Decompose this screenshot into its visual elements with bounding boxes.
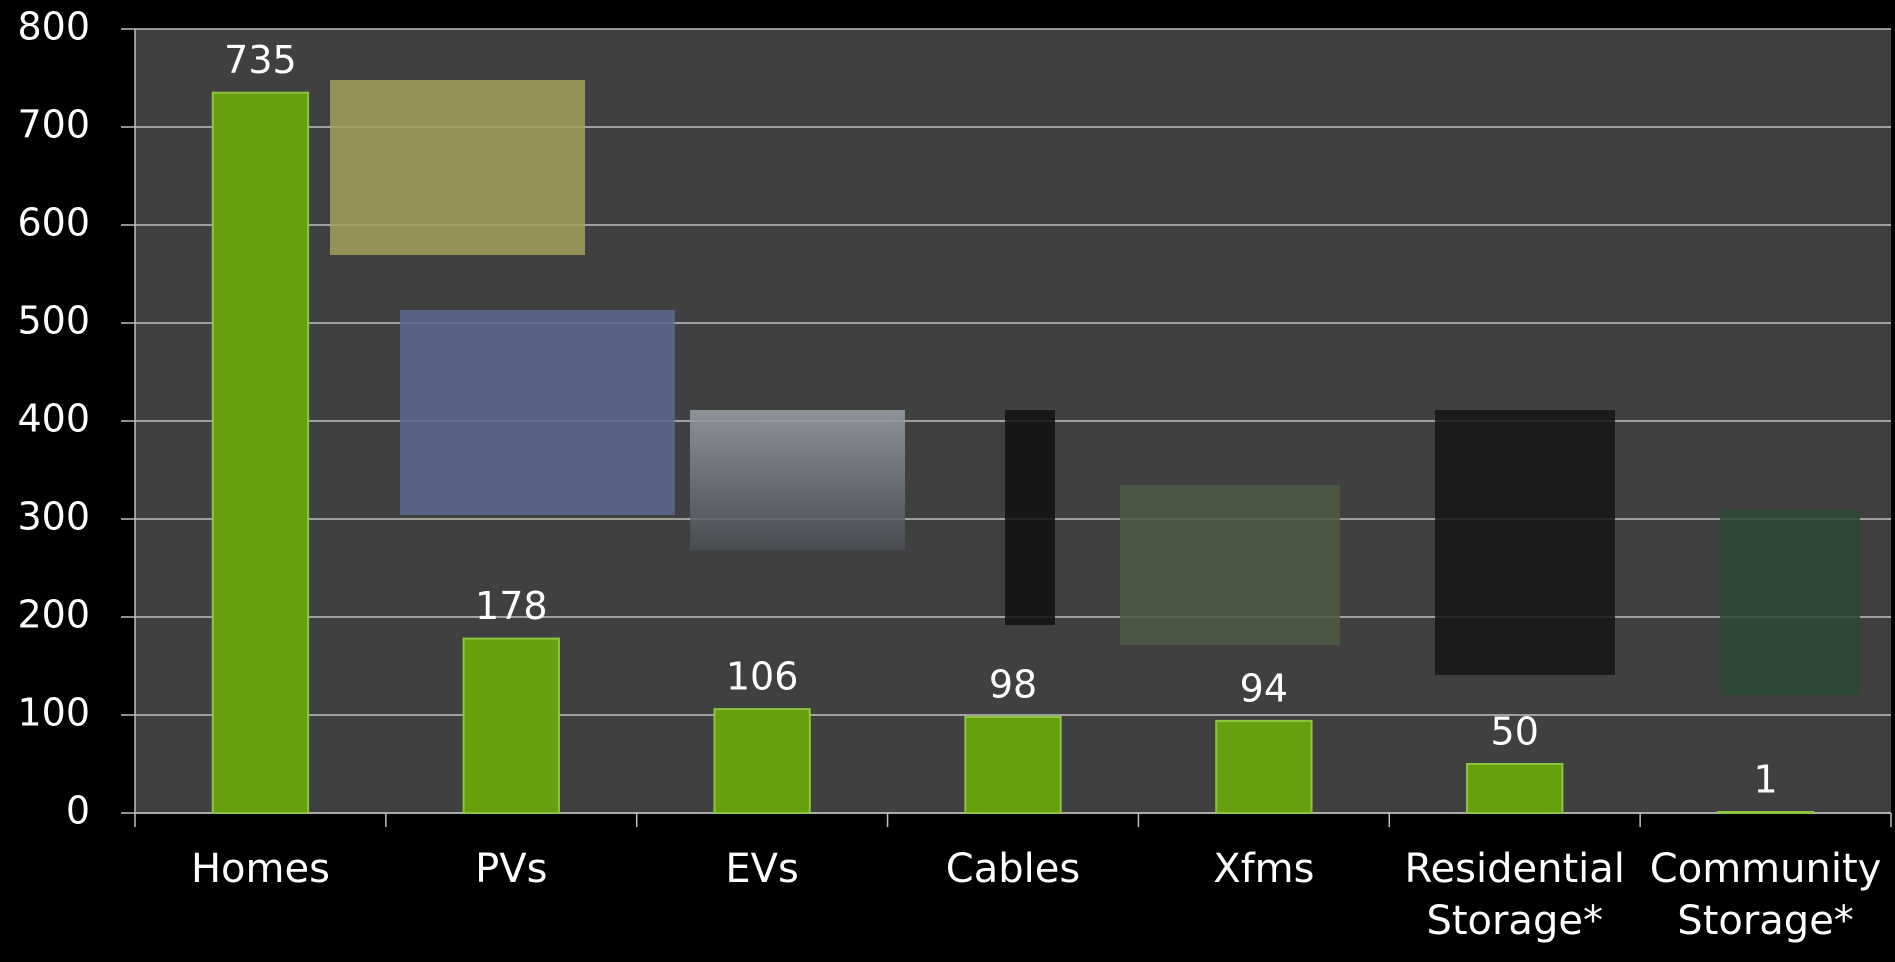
value-label: 178 [475,584,548,628]
bar [1466,763,1564,814]
value-label: 50 [1491,710,1539,754]
value-label: 98 [989,662,1037,706]
y-tick-label: 400 [17,397,90,441]
y-tick-label: 500 [17,299,90,343]
photo-pv [400,310,675,515]
x-tick-label: PVs [475,846,548,892]
bar [1716,811,1815,815]
value-label: 94 [1240,666,1288,710]
photo-ev [690,410,905,550]
x-tick-label-box: Community Storage* [1649,846,1882,944]
bar [211,91,310,814]
y-tick-label: 300 [17,495,90,539]
x-tick-label-box: Homes [190,846,330,892]
y-tick-label: 100 [17,691,90,735]
bar [462,637,560,814]
value-label: 1 [1753,758,1777,802]
y-tick-label: 600 [17,201,90,245]
value-label: 735 [224,38,297,82]
photo-home [330,80,585,255]
x-tick-label-box: Residential Storage* [1404,846,1625,944]
value-label: 106 [726,655,799,699]
y-tick-label: 800 [17,5,90,49]
x-tick-label: Community Storage* [1649,846,1882,944]
photo-battery [1720,510,1860,695]
x-tick-label: Xfms [1213,846,1315,892]
x-tick-label: Homes [190,846,330,892]
x-tick-label: Cables [945,846,1081,892]
bar [964,715,1062,815]
x-tick-label-box: Cables [945,846,1081,892]
x-tick-label-box: EVs [725,846,799,892]
x-tick-label: Residential Storage* [1404,846,1625,944]
photo-xfm [1120,485,1340,645]
bar [1215,719,1313,815]
bar [713,708,811,814]
y-tick-label: 700 [17,103,90,147]
x-tick-label-box: Xfms [1213,846,1315,892]
photo-cable [1005,410,1055,625]
photo-rack [1435,410,1615,675]
x-tick-label: EVs [725,846,799,892]
x-tick-label-box: PVs [475,846,548,892]
y-tick-label: 200 [17,593,90,637]
y-tick-label: 0 [66,789,90,833]
